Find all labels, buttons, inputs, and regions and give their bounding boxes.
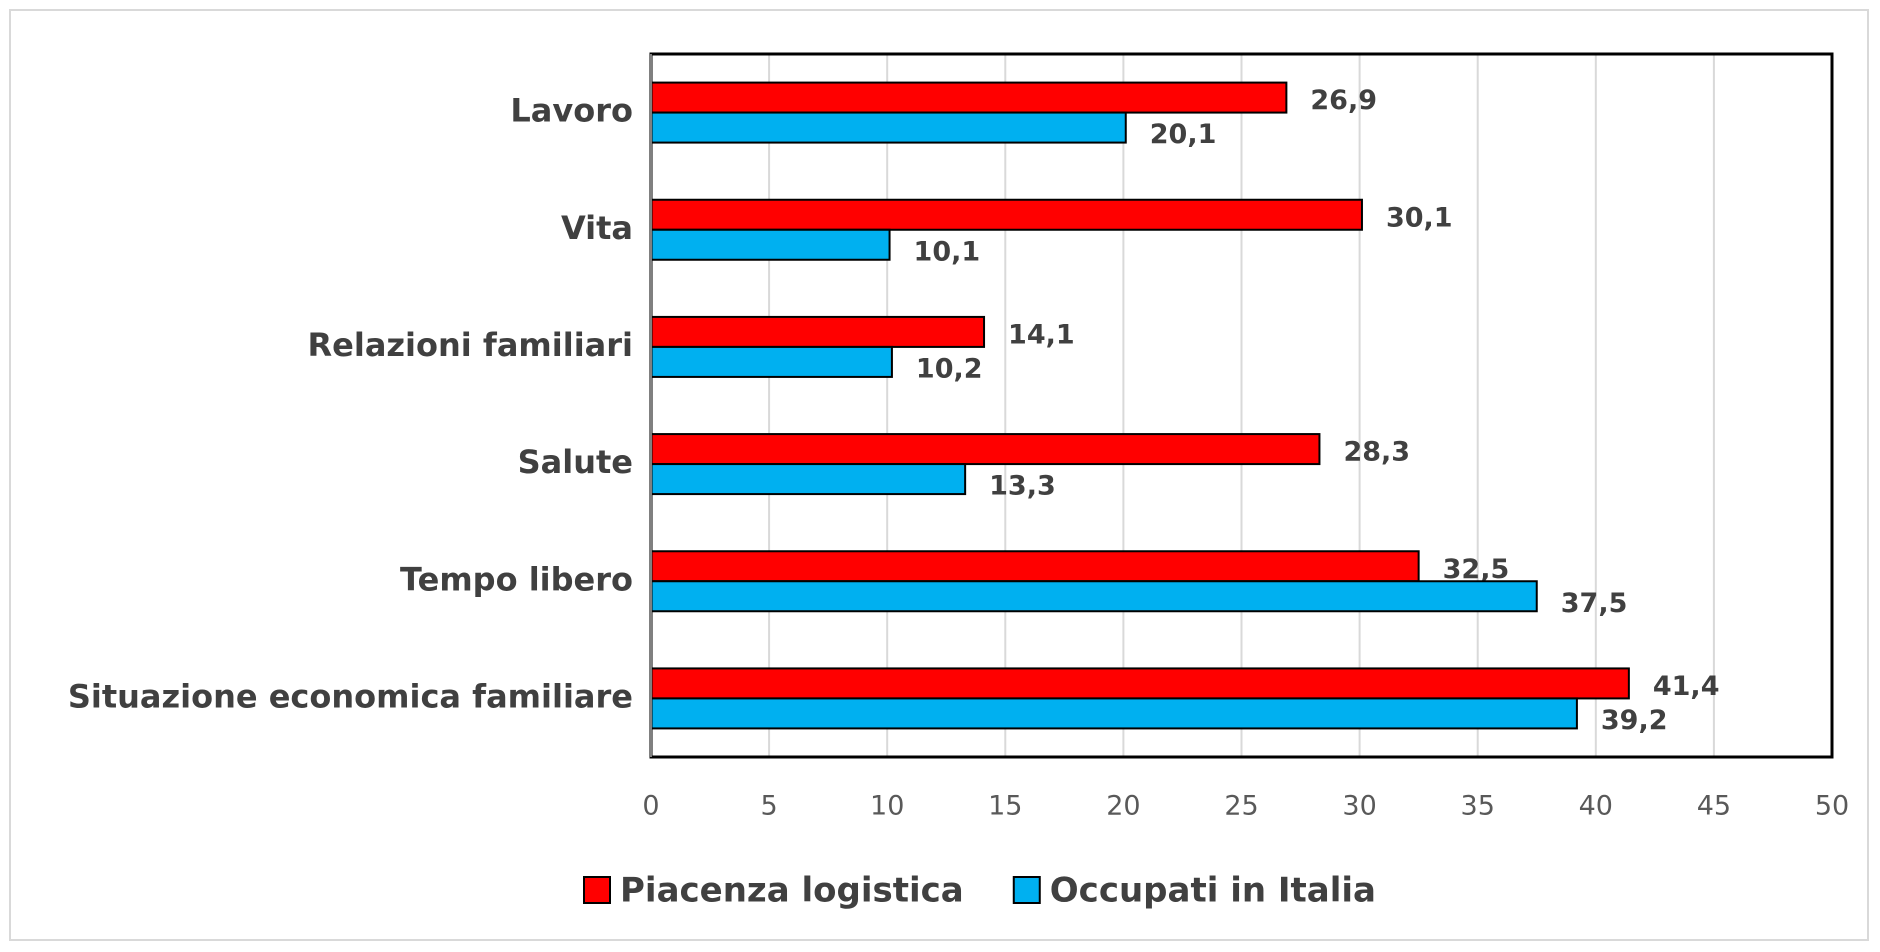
bar [650, 580, 1538, 613]
value-label: 28,3 [1343, 437, 1410, 468]
value-label: 39,2 [1601, 705, 1668, 736]
bar [650, 667, 1630, 700]
x-tick-label: 40 [1579, 791, 1613, 822]
legend-swatch [1012, 876, 1041, 904]
value-label: 13,3 [989, 471, 1056, 502]
bar [650, 228, 891, 261]
bar [650, 81, 1288, 114]
legend-label: Piacenza logistica [620, 871, 964, 911]
value-label: 10,2 [916, 353, 983, 384]
value-label: 37,5 [1561, 588, 1628, 619]
legend-swatch [583, 876, 611, 904]
y-tick-label: Salute [518, 443, 633, 481]
x-tick-label: 5 [761, 791, 778, 822]
x-tick-label: 10 [870, 791, 904, 822]
bar [650, 198, 1363, 231]
y-tick-label: Vita [561, 209, 633, 247]
bar [650, 463, 967, 496]
y-tick-label: Situazione economica familiare [68, 677, 633, 715]
x-tick-label: 30 [1342, 791, 1376, 822]
value-label: 14,1 [1008, 319, 1075, 350]
bar [650, 345, 893, 378]
x-tick-label: 0 [642, 791, 659, 822]
bar [650, 315, 986, 348]
x-tick-label: 25 [1224, 791, 1258, 822]
x-tick-label: 50 [1815, 791, 1849, 822]
x-tick-label: 15 [988, 791, 1022, 822]
value-label: 41,4 [1653, 671, 1720, 702]
y-tick-label: Relazioni familiari [308, 326, 633, 364]
bar [650, 550, 1420, 583]
y-tick-label: Lavoro [510, 92, 633, 130]
x-tick-label: 20 [1106, 791, 1140, 822]
bar [650, 697, 1578, 730]
value-label: 30,1 [1386, 202, 1453, 233]
value-label: 26,9 [1310, 85, 1377, 116]
value-label: 20,1 [1150, 119, 1217, 150]
x-tick-label: 35 [1461, 791, 1495, 822]
bar [650, 433, 1321, 466]
value-label: 10,1 [914, 236, 981, 267]
y-tick-label: Tempo libero [400, 560, 633, 598]
x-tick-label: 45 [1697, 791, 1731, 822]
legend-label: Occupati in Italia [1050, 871, 1376, 911]
value-label: 32,5 [1443, 554, 1510, 585]
bar [650, 111, 1127, 144]
